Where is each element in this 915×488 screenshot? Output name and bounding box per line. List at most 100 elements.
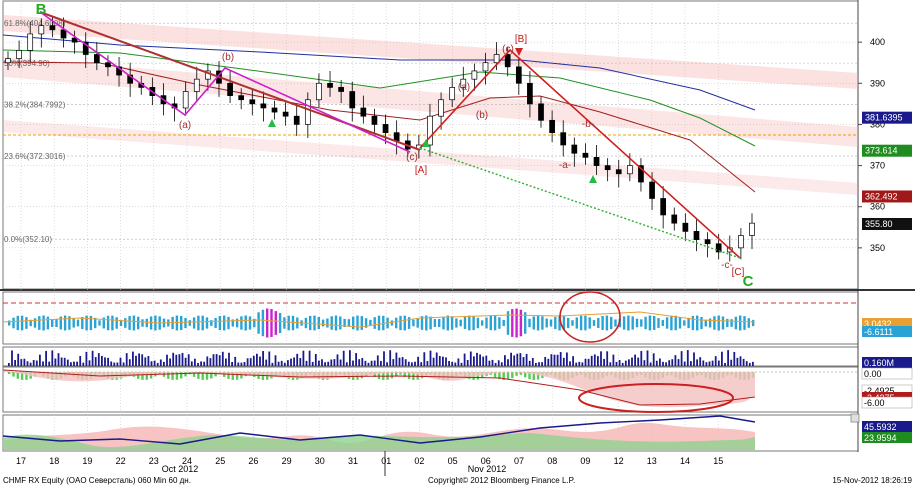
momentum-bar	[541, 316, 544, 330]
momentum-bar	[696, 315, 699, 331]
momentum-bar	[665, 317, 669, 329]
volume-bar	[752, 361, 754, 366]
momentum-bar	[493, 315, 497, 331]
momentum-bar	[610, 316, 613, 330]
momentum-bar	[708, 318, 712, 328]
candle	[16, 50, 22, 59]
momentum-bar	[68, 316, 71, 330]
candle	[182, 91, 189, 109]
x-tick-label: 25	[215, 456, 225, 466]
indicator-value-label: 45.5932	[864, 422, 897, 432]
volume-bar	[597, 356, 599, 366]
momentum-bar	[515, 308, 518, 338]
footer-security: CHMF RX Equity (OAO Северсталь) 060 Min …	[3, 476, 191, 485]
momentum-bar	[218, 315, 222, 331]
macd-histogram-bar	[227, 372, 230, 379]
volume-bar	[14, 360, 16, 366]
volume-bar	[122, 362, 125, 366]
momentum-bar	[352, 316, 355, 330]
volume-bar	[445, 357, 447, 366]
volume-bar	[342, 350, 345, 366]
volume-bar	[110, 361, 113, 366]
volume-bar	[190, 361, 193, 366]
momentum-bar	[459, 319, 462, 327]
candle	[749, 222, 755, 236]
x-tick-label: 02	[414, 456, 424, 466]
x-tick-label: 26	[248, 456, 258, 466]
volume-bar	[525, 353, 528, 366]
volume-bar	[231, 361, 233, 366]
volume-bar	[308, 350, 311, 366]
macd-histogram-bar	[184, 372, 187, 377]
momentum-bar	[524, 312, 527, 334]
candle	[427, 115, 433, 146]
volume-bar	[76, 361, 78, 366]
momentum-bar	[717, 315, 720, 331]
macd-histogram-bar	[16, 372, 19, 379]
momentum-bar	[575, 317, 578, 329]
signal-arrow-up	[422, 139, 430, 147]
candle	[527, 82, 533, 105]
volume-bar	[513, 355, 516, 366]
volume-bar	[212, 354, 215, 366]
volume-bar	[159, 359, 162, 366]
volume-bar	[510, 352, 512, 366]
candle	[338, 87, 344, 92]
volume-bar	[469, 351, 472, 366]
volume-bar	[717, 360, 720, 366]
momentum-bar	[98, 320, 101, 326]
momentum-bar	[38, 316, 41, 330]
momentum-bar	[678, 317, 682, 329]
volume-bar	[680, 351, 683, 366]
volume-bar	[479, 354, 481, 366]
volume-bar	[221, 351, 224, 366]
candle	[393, 132, 400, 142]
volume-bar	[45, 350, 47, 366]
moving-average-blue	[2, 34, 756, 111]
volume-bar	[20, 359, 23, 366]
candle	[205, 70, 211, 80]
volume-bar	[243, 362, 246, 366]
macd-histogram-bar	[377, 372, 381, 380]
momentum-bar	[472, 315, 475, 331]
momentum-bar	[205, 317, 209, 329]
volume-bar	[429, 350, 432, 366]
candle	[638, 165, 644, 183]
momentum-bar	[102, 317, 105, 329]
volume-bar	[643, 360, 646, 366]
volume-bar	[624, 360, 627, 366]
momentum-bar	[592, 320, 596, 326]
volume-bar	[85, 351, 88, 366]
volume-bar	[82, 362, 85, 366]
momentum-bar	[16, 315, 19, 331]
volume-bar	[411, 362, 413, 366]
volume-bar	[544, 356, 547, 366]
volume-bar	[299, 358, 302, 366]
dmi-positive-area	[3, 433, 755, 450]
candle	[105, 62, 111, 68]
x-tick-label: 08	[547, 456, 557, 466]
momentum-bar	[605, 315, 609, 331]
volume-bar	[66, 359, 69, 366]
volume-bar	[420, 362, 423, 366]
volume-bar	[516, 353, 519, 366]
x-tick-label: 23	[149, 456, 159, 466]
volume-bar	[305, 360, 308, 366]
macd-histogram-bar	[519, 372, 523, 375]
volume-bar	[104, 357, 106, 366]
momentum-bar	[257, 312, 260, 334]
momentum-bar	[657, 318, 660, 328]
volume-bar	[35, 360, 38, 366]
highlight-ellipse	[559, 291, 621, 343]
macd-histogram-bar	[407, 372, 411, 380]
volume-bar	[29, 362, 32, 366]
volume-bar	[156, 362, 159, 366]
volume-bar	[721, 351, 723, 366]
momentum-bar	[584, 315, 587, 331]
momentum-bar	[33, 318, 37, 328]
momentum-bar	[481, 320, 484, 326]
volume-bar	[535, 362, 537, 366]
volume-bar	[457, 358, 460, 366]
momentum-bar	[240, 316, 243, 330]
volume-bar	[283, 362, 286, 366]
